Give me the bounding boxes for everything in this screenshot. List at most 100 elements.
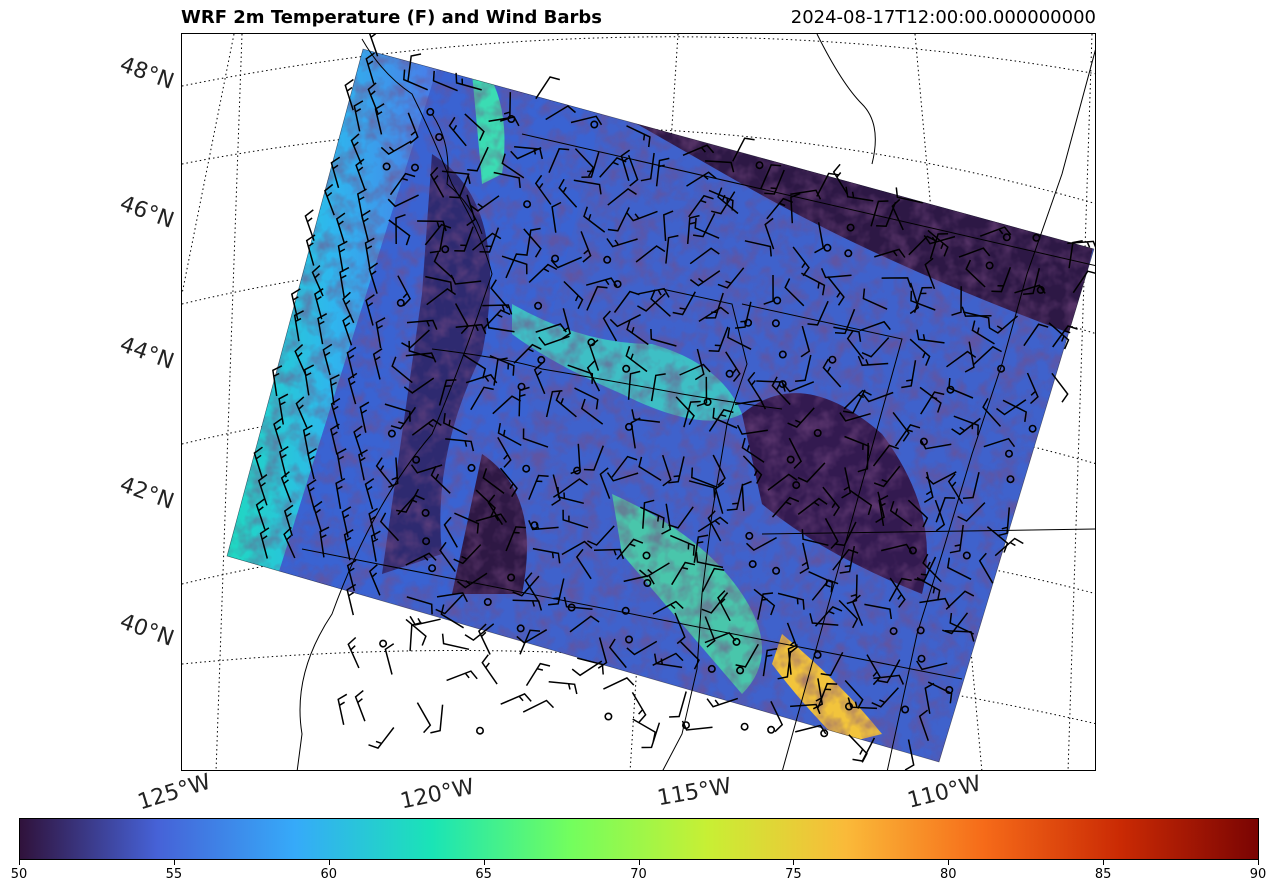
wind-barb bbox=[302, 424, 313, 457]
wind-barb bbox=[714, 482, 725, 514]
wind-barb bbox=[1051, 372, 1069, 403]
wind-barb bbox=[589, 339, 600, 371]
wind-barb bbox=[674, 612, 686, 645]
wind-barb bbox=[550, 256, 582, 269]
lon-label-120: 120°W bbox=[398, 774, 477, 815]
wind-barb bbox=[811, 579, 839, 601]
wind-barb bbox=[593, 548, 625, 560]
wind-barb bbox=[839, 545, 856, 574]
wind-barb bbox=[577, 657, 604, 675]
wind-barb bbox=[694, 217, 720, 239]
wind-barb bbox=[597, 637, 608, 669]
wind-barb bbox=[346, 346, 357, 379]
wind-barb bbox=[528, 520, 559, 531]
calm-circle bbox=[1028, 424, 1037, 433]
wind-barb bbox=[570, 115, 603, 126]
wind-barb bbox=[717, 267, 745, 289]
wind-barb bbox=[603, 676, 635, 690]
wind-barb bbox=[661, 454, 672, 487]
wind-barb bbox=[672, 291, 696, 316]
wind-barb bbox=[257, 473, 268, 506]
wind-barb bbox=[435, 594, 464, 615]
wind-barb bbox=[801, 529, 829, 547]
calm-circle bbox=[755, 161, 764, 170]
wind-barb bbox=[406, 596, 433, 615]
wind-barb bbox=[290, 288, 301, 320]
wind-barb bbox=[454, 512, 480, 534]
wind-barb bbox=[910, 290, 936, 311]
wind-barb bbox=[580, 398, 604, 425]
wind-barb bbox=[407, 53, 422, 82]
colorbar-tick-label: 75 bbox=[785, 867, 802, 882]
wind-barb bbox=[626, 319, 649, 346]
wind-barb bbox=[329, 374, 340, 406]
wind-barb bbox=[668, 506, 694, 529]
calm-circle bbox=[590, 120, 599, 129]
wind-barb bbox=[747, 371, 763, 403]
wind-barb bbox=[330, 397, 341, 430]
wind-barb bbox=[1002, 399, 1028, 423]
wind-barb bbox=[704, 632, 737, 644]
wind-barb bbox=[424, 223, 452, 246]
wind-barb bbox=[947, 473, 964, 504]
wind-barb bbox=[844, 679, 864, 709]
calm-circle bbox=[962, 551, 971, 560]
wind-barb bbox=[683, 400, 701, 428]
wind-barb bbox=[817, 682, 838, 709]
lon-label-125: 125°W bbox=[134, 769, 214, 816]
wind-barb bbox=[335, 477, 346, 510]
wind-barbs bbox=[253, 34, 1095, 770]
wind-barb bbox=[475, 489, 496, 518]
wind-barb bbox=[524, 572, 540, 603]
colorbar-tick-label: 85 bbox=[1094, 867, 1112, 882]
wind-barb bbox=[454, 226, 474, 252]
wind-barb bbox=[574, 387, 599, 410]
lat-label-40: 40°N bbox=[116, 609, 178, 652]
colorbar-tick-mark bbox=[793, 860, 795, 865]
wind-barb bbox=[832, 548, 859, 571]
wind-barb bbox=[881, 277, 912, 288]
wind-barb bbox=[961, 306, 992, 317]
wind-barb bbox=[708, 326, 729, 352]
wind-barb bbox=[872, 444, 899, 467]
wind-barb bbox=[510, 147, 542, 160]
calm-circle bbox=[997, 364, 1006, 373]
wind-barb bbox=[487, 494, 504, 526]
wind-barb bbox=[533, 362, 546, 395]
wind-barb bbox=[849, 489, 873, 516]
wind-barb bbox=[442, 170, 471, 184]
wind-barb bbox=[712, 407, 738, 429]
calm-circle bbox=[379, 639, 388, 648]
wind-barb bbox=[462, 354, 487, 379]
wind-barb bbox=[538, 335, 570, 346]
wind-barb bbox=[519, 629, 541, 655]
calm-circle bbox=[813, 428, 822, 437]
wind-barb bbox=[873, 674, 905, 685]
wind-barb bbox=[489, 355, 515, 376]
calm-circle bbox=[507, 573, 516, 582]
wind-barb bbox=[652, 652, 684, 666]
calm-circle bbox=[382, 162, 391, 171]
calm-circle bbox=[828, 355, 837, 364]
wind-barb bbox=[767, 473, 798, 491]
wind-barb bbox=[466, 194, 476, 227]
wind-barb bbox=[919, 386, 942, 413]
wind-barb bbox=[558, 178, 578, 208]
colorbar-tick-label: 60 bbox=[320, 867, 338, 882]
colorbar-tick-label: 50 bbox=[10, 867, 28, 882]
wind-barb bbox=[919, 597, 951, 608]
wind-barb bbox=[627, 370, 641, 400]
wind-barb bbox=[957, 502, 986, 522]
wind-barb bbox=[843, 389, 872, 410]
wind-barb bbox=[397, 494, 425, 516]
wind-barb bbox=[790, 189, 822, 200]
wind-barb bbox=[994, 537, 1024, 557]
wind-barb bbox=[259, 527, 270, 559]
wind-barb bbox=[782, 381, 815, 393]
wind-barb bbox=[1067, 240, 1095, 248]
calm-circle bbox=[411, 163, 420, 172]
wind-barb bbox=[871, 687, 899, 708]
wind-barb bbox=[1068, 240, 1083, 269]
wind-barb bbox=[356, 188, 367, 220]
domain-outline bbox=[226, 48, 1095, 763]
